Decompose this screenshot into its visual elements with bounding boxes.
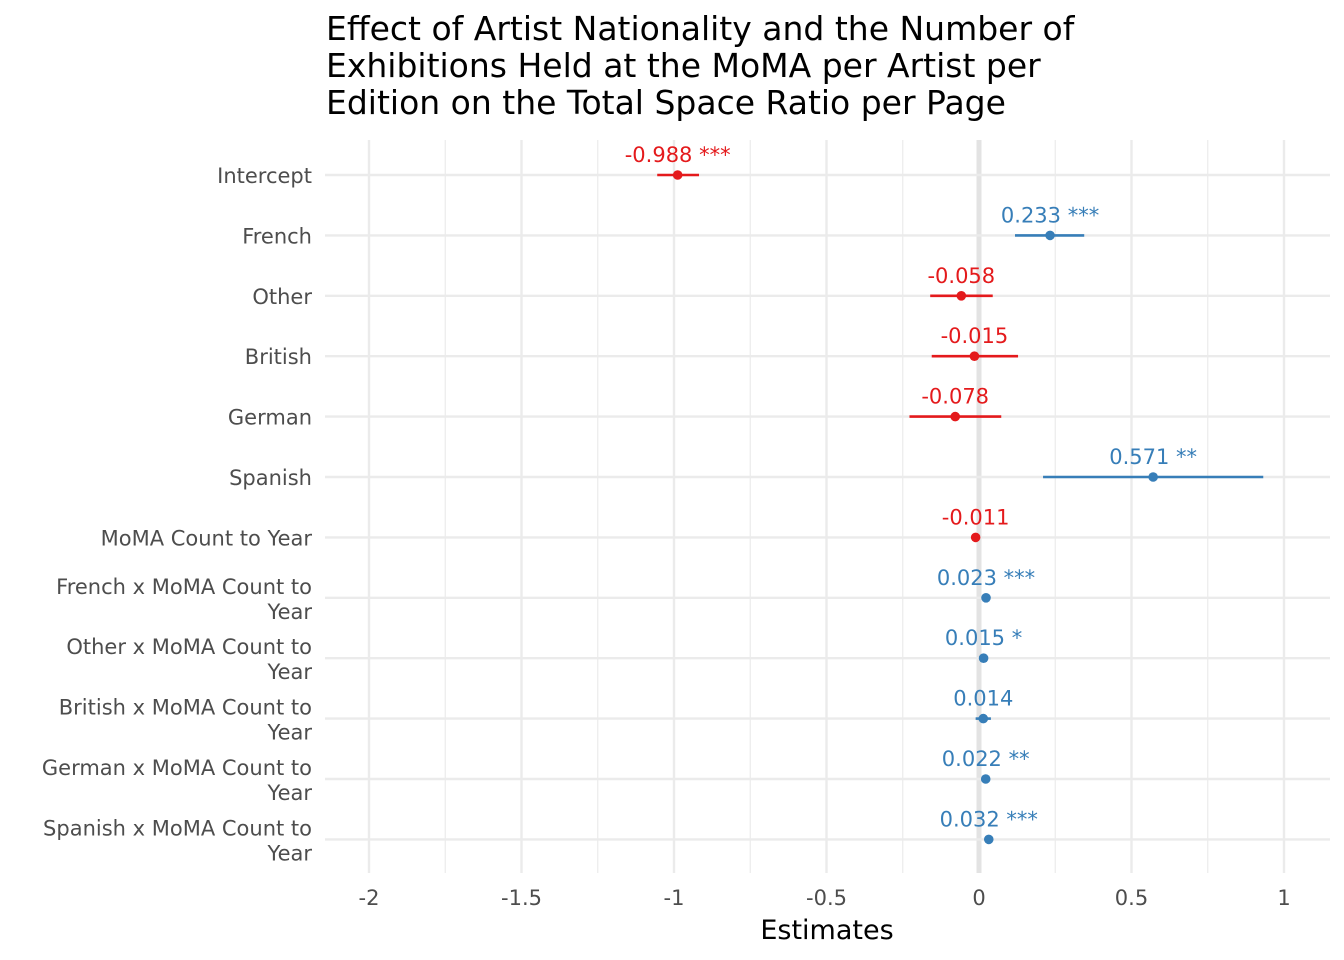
- y-tick-label: Year: [267, 781, 313, 805]
- x-tick-label: 1: [1277, 886, 1290, 910]
- estimate-label: 0.233 ***: [1001, 203, 1099, 227]
- chart-title-line-3: Edition on the Total Space Ratio per Pag…: [326, 83, 1006, 122]
- y-tick-label: Year: [267, 600, 313, 624]
- estimate-label: 0.022 **: [942, 747, 1030, 771]
- chart-title-line-1: Effect of Artist Nationality and the Num…: [326, 9, 1075, 48]
- y-tick-label: French x MoMA Count to: [56, 575, 312, 599]
- x-tick-label: 0: [972, 886, 985, 910]
- estimate-label: -0.011: [942, 505, 1010, 529]
- estimate-point: [980, 774, 991, 784]
- estimate-label: 0.023 ***: [937, 566, 1035, 590]
- estimate-label: 0.571 **: [1109, 445, 1197, 469]
- estimate-point: [672, 170, 683, 180]
- y-tick-label: Year: [267, 660, 313, 684]
- estimate-label: -0.015: [941, 324, 1009, 348]
- estimate-label: -0.058: [927, 264, 995, 288]
- estimate-label: -0.988 ***: [625, 143, 731, 167]
- chart-title: Effect of Artist Nationality and the Num…: [326, 10, 1326, 121]
- marks-layer: [657, 170, 1264, 845]
- estimate-point: [978, 713, 989, 724]
- x-tick-label: -2: [359, 886, 380, 910]
- x-tick-label: 0.5: [1115, 886, 1148, 910]
- y-tick-label: Spanish: [229, 466, 312, 490]
- y-tick-label: Year: [267, 841, 313, 865]
- x-tick-label: -1.5: [501, 886, 542, 910]
- estimate-point: [1148, 472, 1158, 482]
- y-tick-label: MoMA Count to Year: [101, 526, 313, 550]
- estimate-label: -0.078: [921, 385, 989, 409]
- estimate-label: 0.015 *: [945, 626, 1022, 650]
- x-tick-label: -1: [664, 886, 685, 910]
- y-tick-label: British: [245, 345, 312, 369]
- estimate-point: [956, 291, 967, 301]
- y-tick-label: Intercept: [217, 164, 312, 188]
- estimate-label: 0.032 ***: [940, 807, 1038, 831]
- estimate-point: [978, 653, 989, 663]
- estimate-point: [981, 593, 991, 603]
- estimate-point: [969, 351, 980, 362]
- y-tick-label: Other x MoMA Count to: [66, 635, 312, 659]
- grid-layer: [325, 140, 1330, 873]
- y-tick-label: Spanish x MoMA Count to: [43, 816, 312, 840]
- estimate-point: [970, 532, 981, 543]
- labels-layer: -2 -1.5 -1 -0.5 0 0.5 1 Intercept -0.988 *** Fren…: [42, 143, 1291, 910]
- estimate-point: [983, 834, 994, 845]
- y-tick-label: Other: [252, 285, 312, 309]
- y-tick-label: Year: [267, 721, 313, 745]
- estimate-label: 0.014: [953, 687, 1013, 711]
- y-tick-label: German x MoMA Count to: [42, 756, 312, 780]
- estimate-point: [1045, 230, 1055, 241]
- x-axis-title: Estimates: [760, 915, 893, 946]
- estimate-point: [950, 411, 961, 422]
- y-tick-label: French: [242, 224, 312, 248]
- x-tick-label: -0.5: [806, 886, 847, 910]
- y-tick-label: German: [228, 406, 312, 430]
- chart-title-line-2: Exhibitions Held at the MoMA per Artist …: [326, 46, 1041, 85]
- y-tick-label: British x MoMA Count to: [59, 696, 312, 720]
